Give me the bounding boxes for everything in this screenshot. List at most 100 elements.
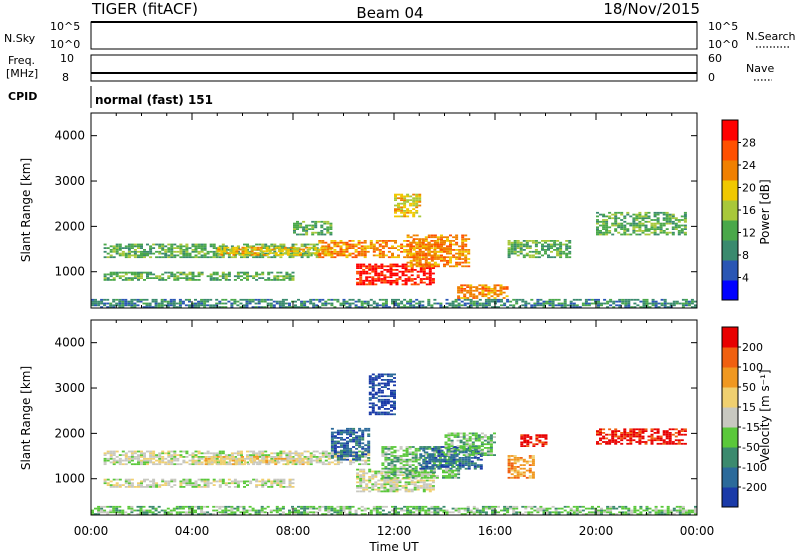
power-cell: [428, 281, 432, 284]
velocity-cell: [384, 447, 388, 450]
power-cell: [623, 228, 627, 230]
power-cell: [389, 283, 393, 286]
power-cell: [229, 250, 233, 253]
velocity-cell: [531, 476, 535, 479]
power-cell: [509, 300, 513, 303]
power-cell: [365, 276, 369, 279]
velocity-cell: [225, 456, 229, 458]
power-cell: [345, 302, 349, 305]
power-cell: [430, 256, 434, 259]
velocity-cell: [442, 469, 445, 472]
velocity-cell: [541, 436, 545, 438]
power-cell: [484, 289, 488, 292]
power-cell: [391, 298, 394, 301]
power-cell: [620, 219, 624, 221]
velocity-cell: [374, 377, 378, 379]
velocity-cell: [368, 377, 372, 379]
power-cell: [469, 295, 473, 298]
velocity-cell: [473, 464, 477, 466]
velocity-cell: [271, 459, 275, 462]
velocity-cell: [384, 466, 388, 468]
velocity-cell: [204, 457, 208, 460]
power-cell: [146, 275, 149, 278]
velocity-cell: [414, 451, 418, 454]
power-cell: [433, 250, 437, 253]
velocity-cell: [531, 471, 535, 474]
power-cell: [599, 230, 602, 232]
velocity-cell: [422, 483, 426, 486]
velocity-cell: [179, 450, 183, 453]
power-cell: [250, 248, 254, 251]
velocity-cell: [359, 476, 363, 478]
velocity-cell: [458, 466, 462, 468]
velocity-cell: [480, 443, 484, 446]
velocity-cell: [288, 461, 292, 464]
power-cell: [97, 300, 101, 303]
velocity-cell: [519, 458, 523, 461]
power-cell: [678, 302, 682, 305]
power-cell: [632, 230, 636, 232]
velocity-cell: [152, 454, 156, 456]
velocity-cell: [419, 486, 423, 489]
velocity-cell: [431, 447, 435, 450]
power-cell: [324, 245, 328, 248]
power-cell: [359, 281, 363, 284]
power-cell: [362, 279, 366, 282]
power-y-tick-label: 1000: [54, 265, 85, 279]
power-cell: [684, 300, 688, 303]
velocity-cell: [444, 434, 448, 437]
power-cell: [109, 304, 113, 307]
velocity-cell: [336, 463, 340, 466]
velocity-cell: [455, 464, 459, 466]
velocity-cell: [470, 457, 474, 459]
power-cell: [621, 300, 625, 303]
power-cell: [641, 222, 645, 225]
velocity-cell: [413, 483, 417, 486]
power-cell: [293, 250, 296, 253]
power-cell: [191, 243, 195, 246]
velocity-cell: [149, 461, 153, 464]
velocity-cell: [390, 476, 394, 479]
velocity-cell: [146, 459, 149, 462]
power-cell: [170, 252, 174, 255]
power-cell: [412, 254, 416, 257]
power-cell: [149, 249, 153, 251]
velocity-cell: [352, 429, 356, 432]
power-cell: [221, 256, 225, 259]
velocity-cell: [368, 413, 372, 416]
power-cell: [300, 256, 304, 259]
power-cell: [181, 300, 185, 303]
power-cell: [253, 254, 257, 256]
velocity-cell: [384, 457, 388, 459]
power-cell: [650, 228, 654, 230]
power-cell: [274, 254, 278, 256]
power-cell: [194, 306, 197, 308]
power-cell: [357, 241, 361, 244]
power-cell: [460, 297, 464, 299]
power-cell: [158, 245, 162, 248]
power-cell: [272, 304, 276, 307]
power-cell: [217, 246, 221, 249]
velocity-cell: [161, 456, 165, 458]
power-cell: [296, 226, 299, 229]
velocity-cell: [419, 453, 423, 456]
power-cell: [672, 300, 676, 303]
power-cell: [458, 263, 462, 266]
velocity-cell: [333, 451, 337, 454]
power-cell: [397, 210, 400, 212]
velocity-cell: [227, 454, 231, 456]
power-cell: [392, 272, 396, 275]
power-cell: [333, 249, 337, 251]
velocity-cell: [462, 437, 466, 440]
power-cell: [559, 252, 563, 255]
power-cell: [115, 243, 119, 246]
velocity-cell: [158, 463, 162, 466]
power-cell: [342, 249, 346, 251]
radar-title: TIGER (fitACF): [91, 0, 198, 18]
power-cell: [278, 302, 282, 305]
power-cell: [275, 300, 279, 303]
velocity-cell: [480, 436, 484, 438]
velocity-cell: [282, 480, 286, 483]
power-cell: [161, 252, 165, 255]
power-cell: [291, 243, 295, 246]
